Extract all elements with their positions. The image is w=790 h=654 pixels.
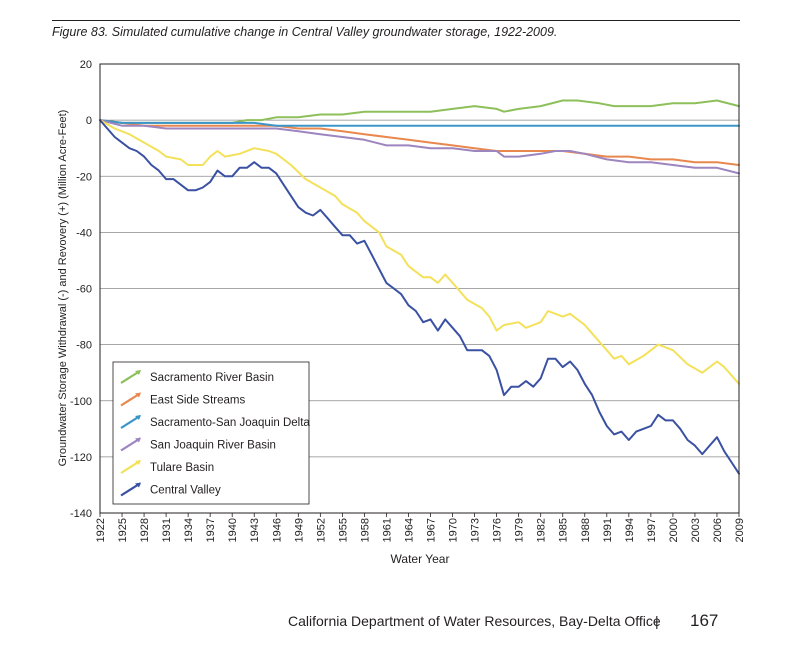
legend-swatch <box>120 370 141 384</box>
x-tick-label: 2003 <box>690 518 702 542</box>
x-tick-label: 1994 <box>624 518 636 542</box>
x-tick-label: 1937 <box>205 518 217 542</box>
y-axis-label: Groundwater Storage Withdrawal (-) and R… <box>57 110 69 467</box>
x-tick-label: 1928 <box>139 518 151 542</box>
y-tick-label: -100 <box>70 396 92 408</box>
legend-label: East Side Streams <box>150 395 245 407</box>
grid-lines <box>100 119 739 458</box>
x-tick-label: 2006 <box>712 518 724 542</box>
footer-organization: California Department of Water Resources… <box>288 613 661 629</box>
legend-label: San Joaquin River Basin <box>150 440 276 452</box>
series-lines <box>99 99 740 475</box>
top-rule <box>52 20 740 21</box>
x-tick-label: 1940 <box>227 518 239 542</box>
x-axis-label: Water Year <box>391 552 450 566</box>
legend-arrowhead <box>135 460 141 465</box>
y-tick-label: -20 <box>76 171 92 183</box>
legend-swatch <box>120 392 141 407</box>
y-tick-label: 0 <box>86 115 92 127</box>
x-tick-label: 1991 <box>602 518 614 542</box>
legend-arrowhead <box>135 437 141 443</box>
x-tick-label: 1985 <box>558 518 570 542</box>
legend-swatch <box>120 460 141 474</box>
x-tick-label: 1997 <box>646 518 658 542</box>
x-tick-label: 1925 <box>117 518 129 542</box>
x-tick-label: 1934 <box>183 518 195 542</box>
page-number: 167 <box>690 611 719 630</box>
x-tick-label: 1976 <box>492 518 504 542</box>
x-tick-label: 1979 <box>514 518 526 542</box>
figure-caption: Figure 83. Simulated cumulative change i… <box>52 25 558 39</box>
series-line <box>99 99 740 124</box>
x-tick-label: 1982 <box>536 518 548 542</box>
x-tick-label: 1958 <box>359 518 371 542</box>
y-tick-label: -60 <box>76 284 92 296</box>
legend-box <box>112 361 310 505</box>
series-line <box>99 119 740 475</box>
series-line <box>99 119 740 385</box>
legend-label: Sacramento River Basin <box>150 372 274 384</box>
x-tick-label: 1970 <box>448 518 460 542</box>
x-tick-label: 1964 <box>403 518 415 542</box>
legend-swatch <box>120 437 141 452</box>
x-tick-label: 1952 <box>315 518 327 542</box>
axes <box>99 63 740 517</box>
x-tick-label: 2009 <box>734 518 746 542</box>
y-tick-label: -80 <box>76 340 92 352</box>
series-line <box>99 119 740 166</box>
legend-arrowhead <box>135 482 141 488</box>
y-tick-labels: 20 0 -20 -40 -60 -80 -100 -120 -140 <box>70 59 92 520</box>
groundwater-line-chart: 20 0 -20 -40 -60 -80 -100 -120 -140 1922 1925 1928… <box>57 59 746 566</box>
y-tick-label: -140 <box>70 508 92 520</box>
x-tick-label: 1961 <box>381 518 393 542</box>
x-tick-label: 1922 <box>95 518 107 542</box>
legend-label: Tulare Basin <box>150 462 214 474</box>
plot-frame <box>99 63 740 514</box>
x-tick-label: 1931 <box>161 518 173 542</box>
x-tick-labels: 1922 1925 1928 1931 1934 1937 1940 1943 1946 1949… <box>95 518 746 542</box>
legend-arrowhead <box>135 370 141 375</box>
footer-separator: | <box>655 613 659 629</box>
legend-arrowhead <box>135 415 141 420</box>
series-line <box>99 119 740 127</box>
x-tick-label: 1943 <box>249 518 261 542</box>
legend-arrowhead <box>135 392 141 398</box>
x-tick-label: 1967 <box>426 518 438 542</box>
y-tick-label: 20 <box>80 59 92 71</box>
x-tick-label: 1955 <box>337 518 349 542</box>
series-line <box>99 119 740 175</box>
legend-label: Sacramento-San Joaquin Delta <box>150 417 310 429</box>
x-tick-label: 2000 <box>668 518 680 542</box>
x-tick-label: 1988 <box>580 518 592 542</box>
y-tick-label: -120 <box>70 452 92 464</box>
legend: Sacramento River Basin East Side Streams S… <box>112 361 310 505</box>
x-tick-label: 1949 <box>293 518 305 542</box>
x-tick-label: 1973 <box>470 518 482 542</box>
legend-swatch <box>120 415 141 429</box>
legend-label: Central Valley <box>150 485 221 497</box>
legend-swatch <box>120 482 141 497</box>
x-tick-label: 1946 <box>271 518 283 542</box>
y-tick-label: -40 <box>76 227 92 239</box>
